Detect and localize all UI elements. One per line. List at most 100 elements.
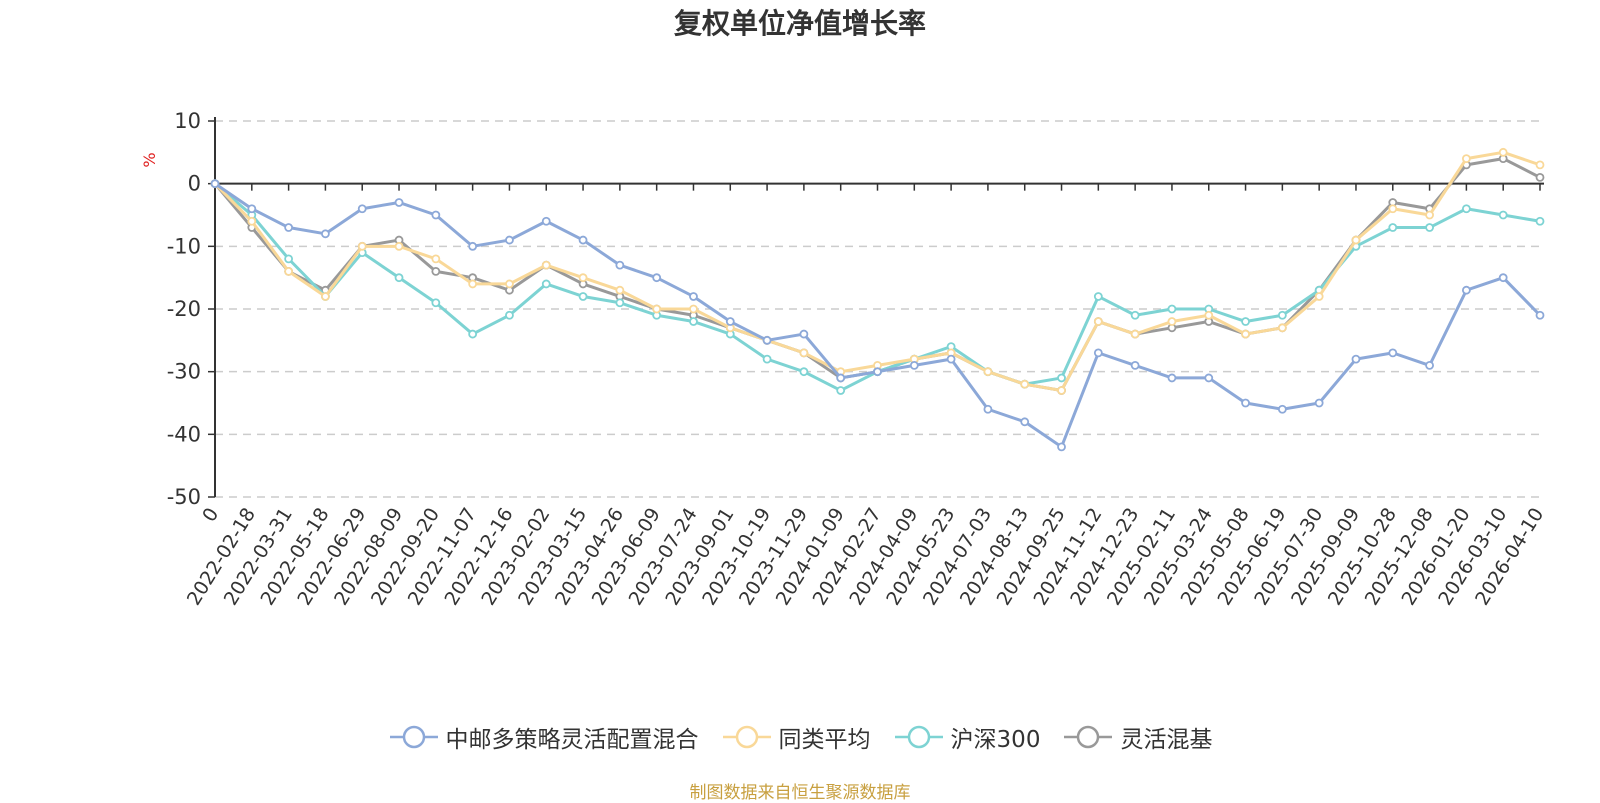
data-point xyxy=(1425,210,1434,220)
chart-title: 复权单位净值增长率 xyxy=(673,7,926,40)
data-point xyxy=(873,367,882,377)
legend-label: 沪深300 xyxy=(950,727,1041,753)
data-point xyxy=(1241,329,1250,339)
data-point xyxy=(762,354,772,364)
data-point xyxy=(799,367,809,377)
series-0 xyxy=(210,179,1545,452)
legend-label: 中邮多策略灵活配置混合 xyxy=(445,727,699,753)
data-point xyxy=(1093,317,1103,326)
data-point xyxy=(1498,273,1508,283)
data-point xyxy=(1167,373,1177,383)
data-point xyxy=(1388,223,1398,232)
data-point xyxy=(357,204,367,214)
data-point xyxy=(468,241,478,251)
data-point xyxy=(1167,317,1177,326)
legend-marker-icon xyxy=(722,725,771,749)
legend-item[interactable]: 灵活混基 xyxy=(1062,720,1212,754)
series-1 xyxy=(210,147,1545,395)
legend-label: 同类平均 xyxy=(778,727,871,753)
legend-label: 灵活混基 xyxy=(1120,727,1213,753)
data-point xyxy=(1388,204,1398,214)
data-point xyxy=(1314,292,1324,301)
data-point xyxy=(1425,223,1434,232)
y-tick-label: -40 xyxy=(167,422,201,446)
data-point xyxy=(1167,304,1177,314)
data-point xyxy=(247,216,257,226)
data-point xyxy=(799,329,809,339)
data-point xyxy=(946,354,956,364)
data-point xyxy=(689,317,698,326)
data-point xyxy=(284,266,294,276)
data-point xyxy=(1204,373,1214,383)
data-point xyxy=(284,223,294,232)
data-point xyxy=(1277,404,1287,414)
data-point xyxy=(1204,310,1214,320)
data-point xyxy=(505,235,514,245)
data-point xyxy=(431,298,441,308)
data-point xyxy=(284,254,294,264)
data-point xyxy=(615,285,625,295)
y-tick-label: -30 xyxy=(167,360,201,384)
data-point xyxy=(321,292,330,301)
data-point xyxy=(505,279,514,289)
legend-item[interactable]: 沪深300 xyxy=(893,720,1041,754)
y-tick-label: 10 xyxy=(174,109,201,133)
data-point xyxy=(725,317,735,326)
data-point xyxy=(1314,398,1324,408)
data-point xyxy=(468,279,478,289)
data-point xyxy=(1535,216,1545,226)
data-point xyxy=(394,241,404,251)
data-point xyxy=(541,216,551,226)
y-tick-label: -20 xyxy=(167,297,201,321)
x-tick-label: 0 xyxy=(198,504,223,526)
data-point xyxy=(1498,210,1508,220)
data-point xyxy=(247,204,257,214)
data-point xyxy=(689,292,698,301)
legend-item[interactable]: 同类平均 xyxy=(721,720,871,754)
data-point xyxy=(1535,160,1545,170)
data-point xyxy=(321,229,330,239)
data-point xyxy=(762,335,772,345)
data-point xyxy=(909,360,919,370)
legend-marker-icon xyxy=(894,725,943,749)
data-point xyxy=(431,266,441,276)
data-point xyxy=(578,235,588,245)
data-point xyxy=(615,260,625,270)
data-point xyxy=(1461,154,1471,164)
data-point xyxy=(1351,354,1361,364)
data-point xyxy=(357,241,367,251)
y-axis-label: % xyxy=(140,152,159,167)
series-line xyxy=(214,182,1542,449)
data-point xyxy=(1020,417,1030,427)
data-point xyxy=(1277,310,1287,320)
data-point xyxy=(1241,317,1250,326)
grid-lines xyxy=(215,120,1540,498)
data-point xyxy=(615,298,625,308)
data-point xyxy=(1461,204,1471,214)
data-point xyxy=(578,292,588,301)
data-point xyxy=(1241,398,1250,408)
y-tick-label: 0 xyxy=(188,172,201,196)
data-point xyxy=(468,329,478,339)
data-point xyxy=(1425,360,1434,370)
y-tick-label: -10 xyxy=(167,234,201,258)
data-point xyxy=(431,210,441,220)
data-point xyxy=(1461,285,1471,295)
data-point xyxy=(1498,147,1508,157)
data-point xyxy=(394,273,404,283)
data-point xyxy=(505,310,514,320)
data-point xyxy=(1057,442,1066,452)
data-point xyxy=(836,386,846,395)
data-point xyxy=(541,260,551,270)
data-point xyxy=(1351,235,1361,245)
data-point xyxy=(983,404,993,414)
series-layer xyxy=(210,147,1545,452)
data-point xyxy=(578,273,588,283)
legend-item[interactable]: 中邮多策略灵活配置混合 xyxy=(388,720,699,754)
data-point xyxy=(1093,348,1103,358)
data-point xyxy=(689,304,698,314)
data-point xyxy=(1130,360,1140,370)
data-point xyxy=(1130,310,1140,320)
data-point xyxy=(210,179,220,189)
